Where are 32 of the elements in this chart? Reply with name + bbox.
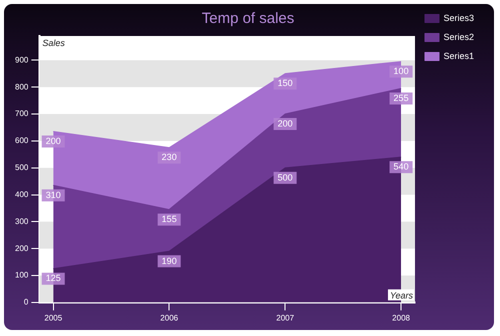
legend-label: Series1 <box>443 50 474 61</box>
y-tick-label: 300 <box>14 216 29 226</box>
data-label: 190 <box>162 256 177 266</box>
y-tick-label: 400 <box>14 190 29 199</box>
y-tick-label: 100 <box>14 270 29 280</box>
data-label: 155 <box>162 214 177 224</box>
legend-label: Series3 <box>443 12 474 23</box>
legend-label: Series2 <box>443 32 474 42</box>
x-tick-label: 2005 <box>44 313 63 322</box>
x-tick-label: 2007 <box>276 313 295 322</box>
y-tick-label: 600 <box>14 136 29 146</box>
data-label: 230 <box>162 152 177 162</box>
y-tick-label: 0 <box>24 298 29 307</box>
data-label: 150 <box>278 78 293 88</box>
y-tick-label: 500 <box>14 163 29 172</box>
y-tick-label: 200 <box>14 244 29 253</box>
data-label: 125 <box>46 273 61 284</box>
data-label: 500 <box>278 172 293 182</box>
data-label: 255 <box>394 92 409 103</box>
y-axis-title: Sales <box>42 38 66 48</box>
data-label: 100 <box>394 66 409 76</box>
x-axis-title: Years <box>390 290 414 300</box>
data-label: 200 <box>46 136 61 146</box>
x-tick-label: 2008 <box>392 313 411 322</box>
chart-title: Temp of sales <box>202 10 294 28</box>
y-tick-label: 700 <box>14 109 29 118</box>
x-tick-label: 2006 <box>160 313 179 322</box>
y-tick-label: 900 <box>14 55 29 64</box>
data-label: 310 <box>46 190 61 200</box>
data-label: 200 <box>278 118 293 129</box>
y-tick-label: 800 <box>14 82 29 92</box>
data-label: 540 <box>394 162 409 172</box>
